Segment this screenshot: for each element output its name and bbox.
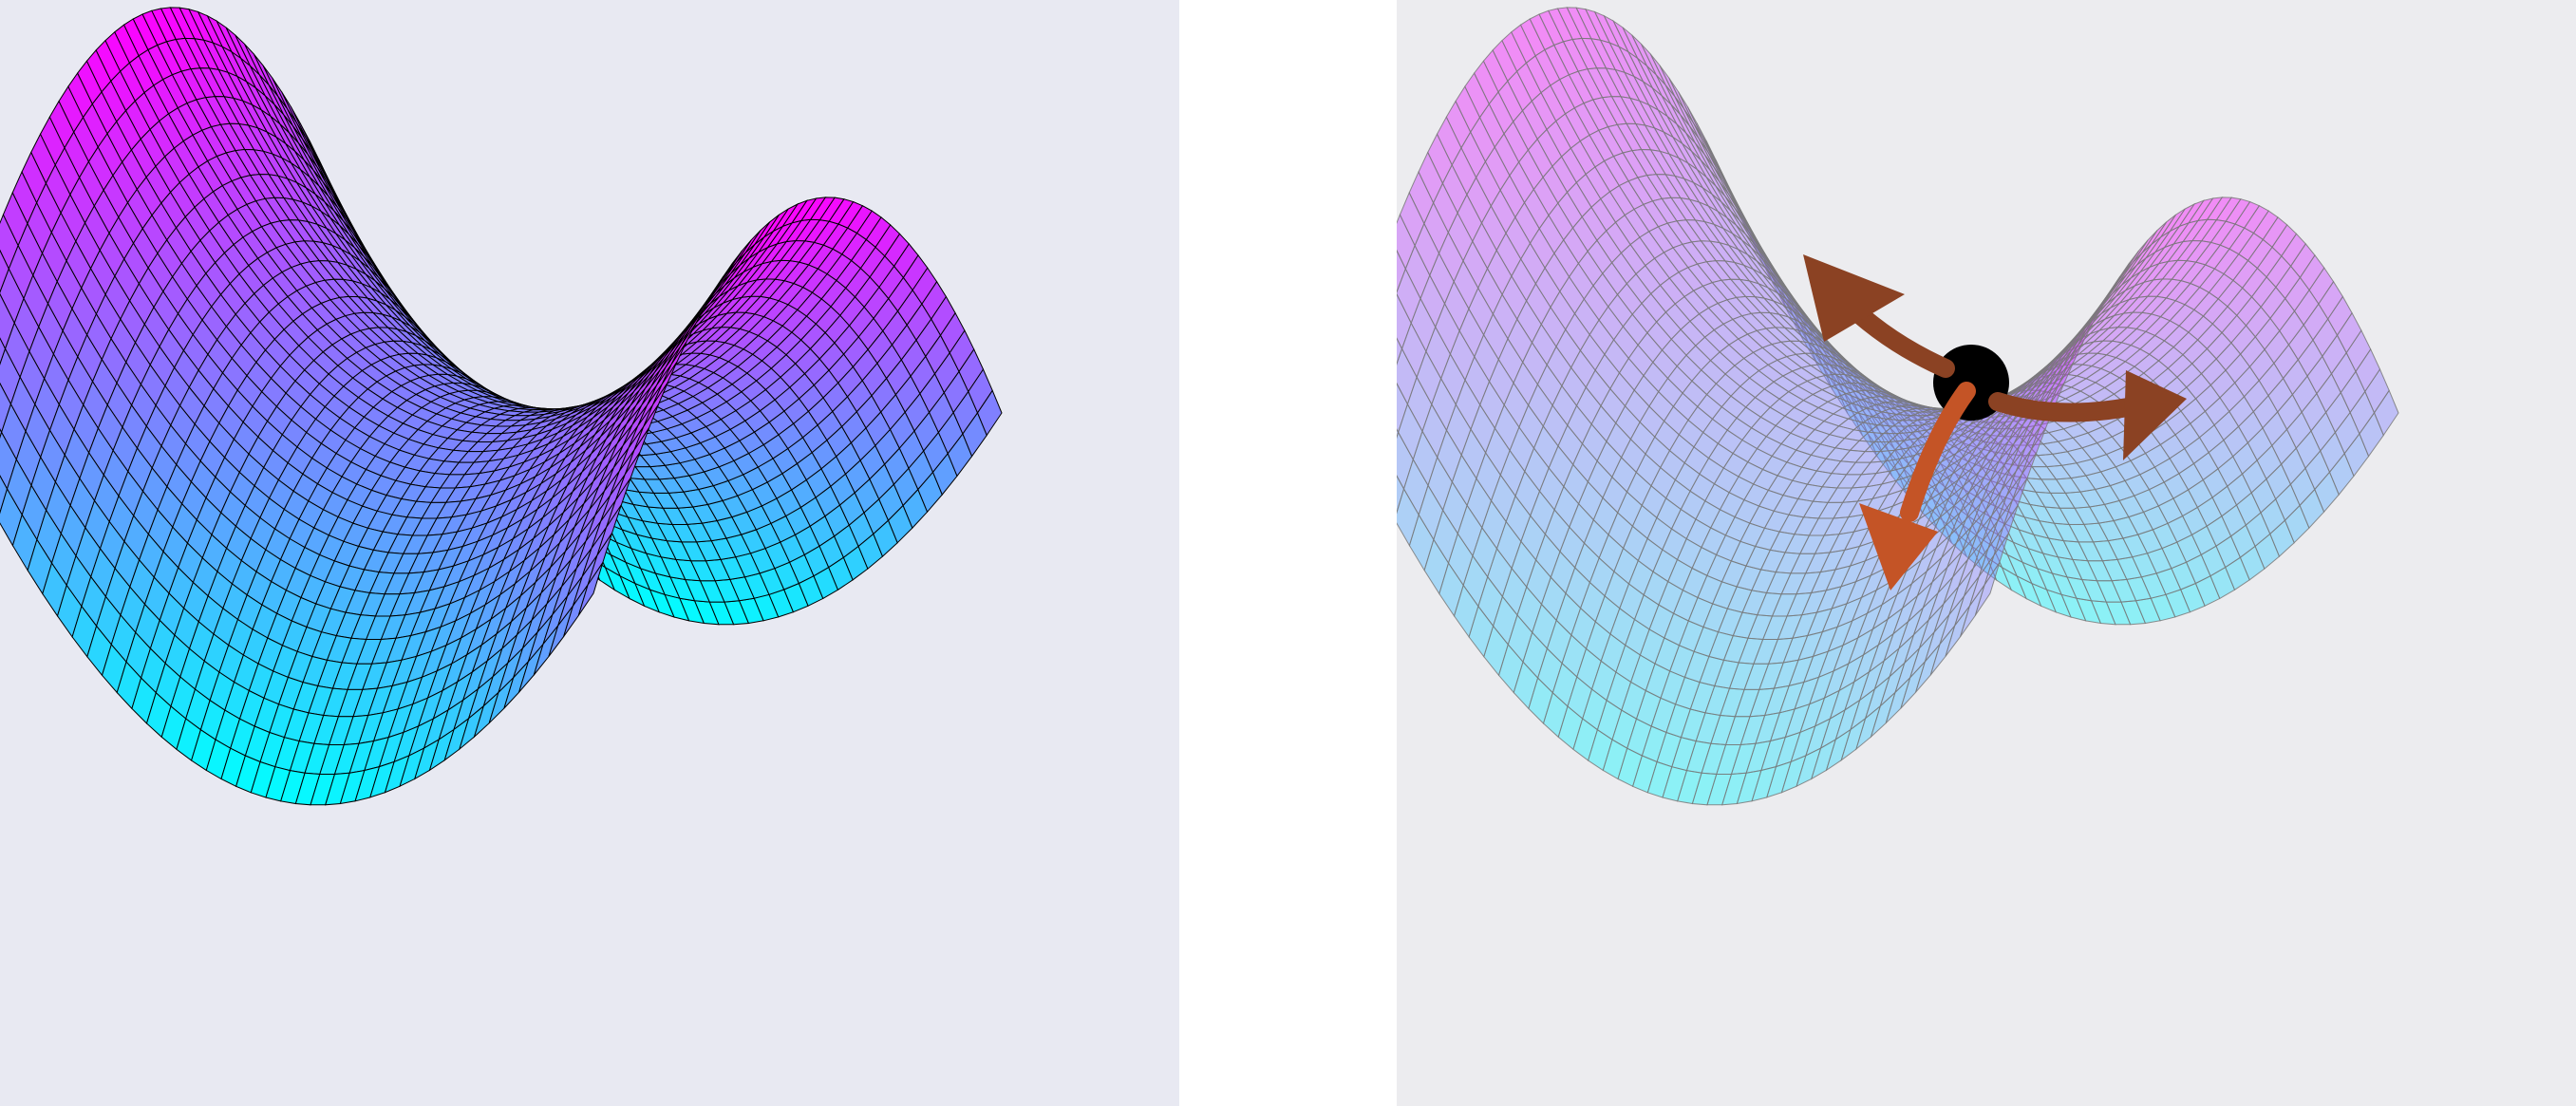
saddle-surface-plot <box>0 0 1179 1106</box>
arrow-up-left <box>1803 254 1955 378</box>
arrow-down-head <box>1859 503 1938 590</box>
surface-cell <box>1397 475 1405 515</box>
surface-cell <box>1397 337 1403 366</box>
escape-arrows <box>1803 254 2187 590</box>
surface-cell <box>0 337 7 366</box>
arrow-right-shaft <box>1988 392 2156 422</box>
surface-cell <box>0 249 9 294</box>
arrow-down <box>1859 382 1976 590</box>
surface-cell <box>1974 562 2001 616</box>
left-panel <box>0 0 1179 1106</box>
saddle-surface-annotated-plot <box>1397 0 2576 1106</box>
surface-cell <box>1397 249 1406 294</box>
arrow-right <box>1988 370 2187 460</box>
right-panel <box>1397 0 2576 1106</box>
arrow-right-head <box>2123 370 2187 460</box>
arrow-up-left-head <box>1803 254 1905 342</box>
arrow-down-shaft <box>1900 382 1976 522</box>
surface-mesh <box>0 7 1003 806</box>
surface-cell <box>0 475 9 515</box>
surface-mesh <box>1397 7 2399 806</box>
surface-cell <box>577 562 604 616</box>
